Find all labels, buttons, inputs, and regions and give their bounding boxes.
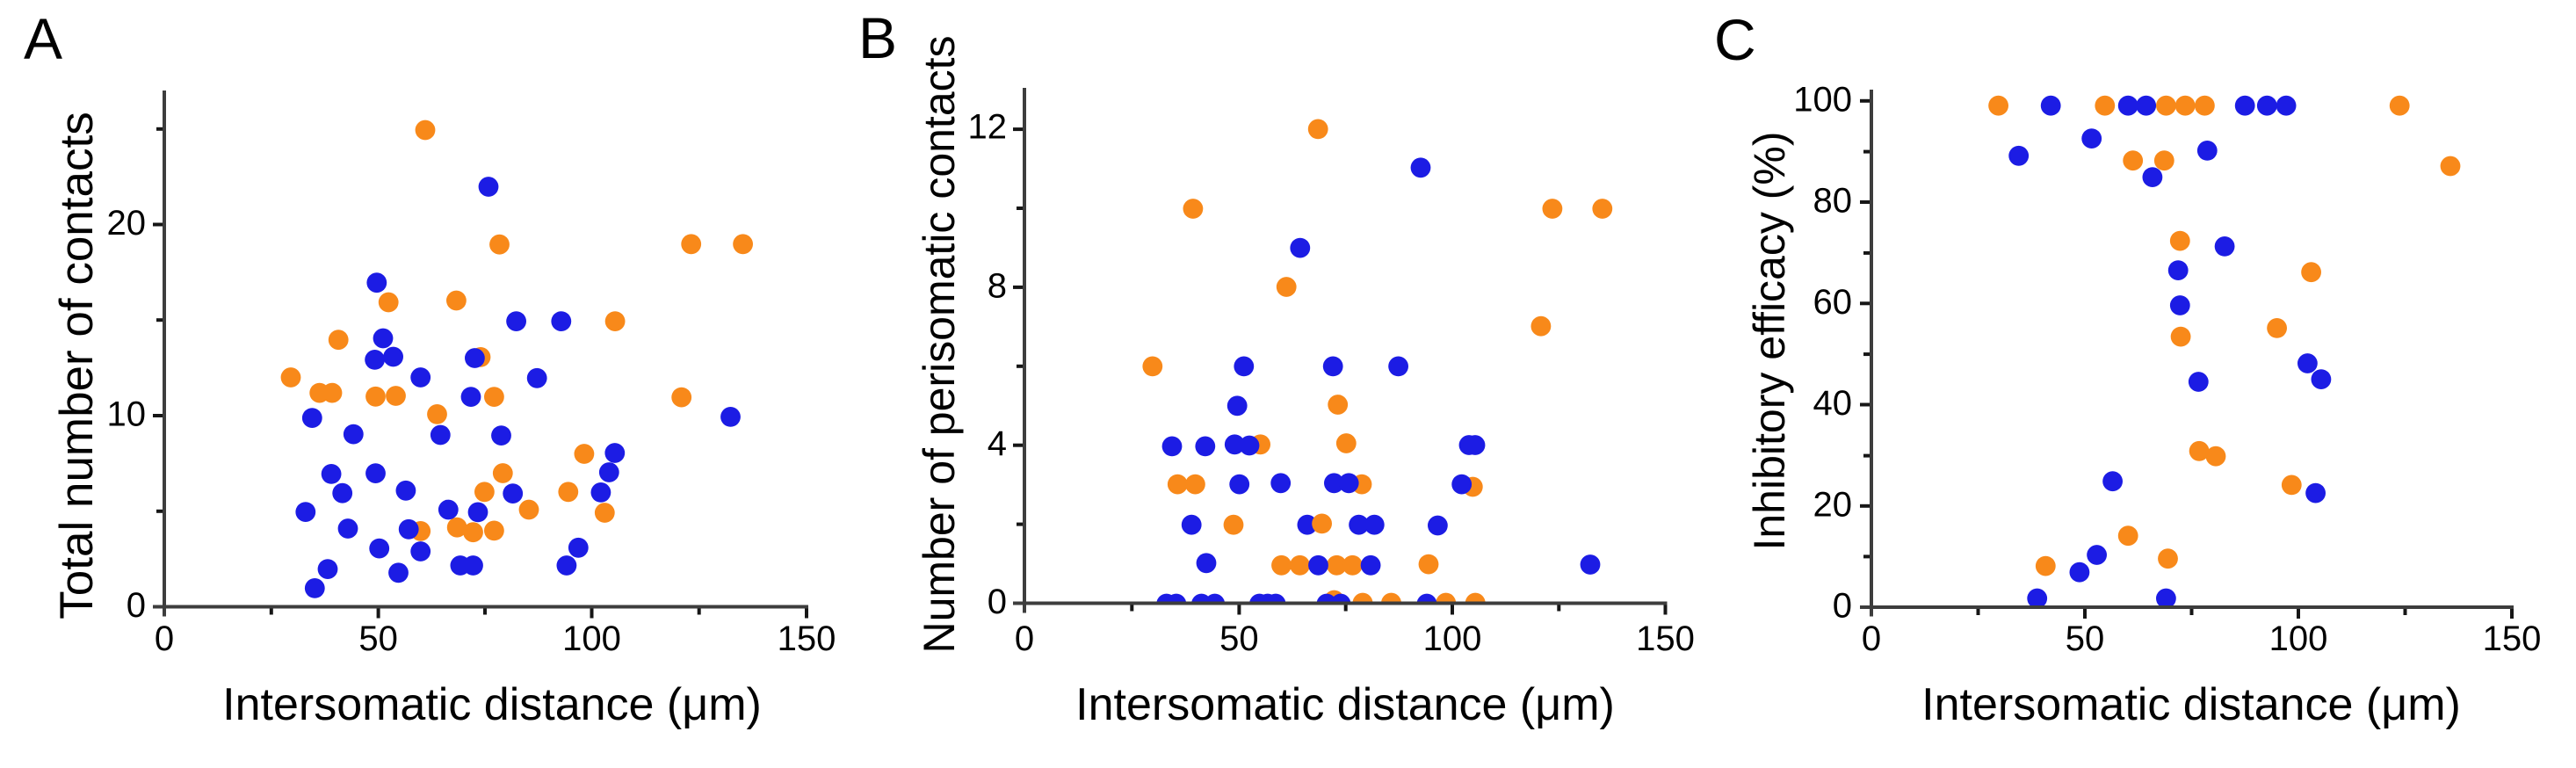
svg-text:C: C xyxy=(1714,7,1756,72)
svg-text:0: 0 xyxy=(155,619,174,658)
svg-text:50: 50 xyxy=(358,619,398,658)
svg-text:60: 60 xyxy=(1813,283,1853,322)
svg-text:100: 100 xyxy=(562,619,621,658)
svg-text:12: 12 xyxy=(968,108,1008,147)
svg-text:Inhibitory efficacy (%): Inhibitory efficacy (%) xyxy=(1745,131,1794,550)
svg-text:150: 150 xyxy=(1636,619,1695,658)
svg-text:150: 150 xyxy=(2483,619,2542,658)
svg-text:0: 0 xyxy=(1862,619,1881,658)
svg-text:8: 8 xyxy=(988,266,1007,305)
svg-text:A: A xyxy=(24,6,62,71)
svg-text:Total number of contacts: Total number of contacts xyxy=(51,112,103,619)
svg-text:4: 4 xyxy=(988,424,1007,463)
svg-text:80: 80 xyxy=(1813,182,1853,221)
svg-text:10: 10 xyxy=(107,395,147,434)
svg-text:Intersomatic distance (μm): Intersomatic distance (μm) xyxy=(1921,679,2461,730)
svg-text:100: 100 xyxy=(1793,80,1852,119)
svg-text:100: 100 xyxy=(2269,619,2328,658)
svg-text:20: 20 xyxy=(107,204,147,243)
svg-text:50: 50 xyxy=(2066,619,2105,658)
svg-text:0: 0 xyxy=(988,583,1007,621)
svg-text:0: 0 xyxy=(127,586,146,625)
svg-text:B: B xyxy=(858,5,897,70)
svg-text:Intersomatic distance (μm): Intersomatic distance (μm) xyxy=(222,679,762,730)
svg-text:Intersomatic distance (μm): Intersomatic distance (μm) xyxy=(1075,679,1615,730)
svg-text:20: 20 xyxy=(1813,485,1853,524)
svg-text:40: 40 xyxy=(1813,384,1853,423)
svg-text:50: 50 xyxy=(1219,619,1259,658)
svg-text:150: 150 xyxy=(778,619,836,658)
svg-text:Number of perisomatic contacts: Number of perisomatic contacts xyxy=(915,35,964,653)
svg-text:0: 0 xyxy=(1833,587,1852,626)
svg-text:100: 100 xyxy=(1423,619,1482,658)
svg-text:0: 0 xyxy=(1015,619,1034,658)
